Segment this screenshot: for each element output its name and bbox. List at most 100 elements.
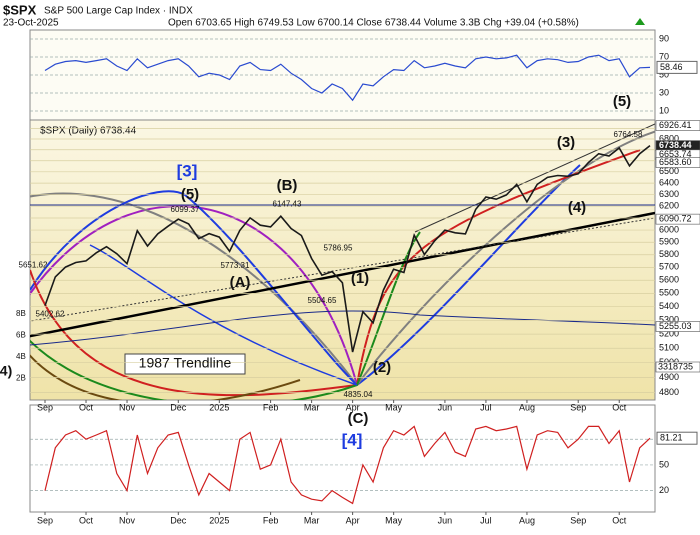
y-tick-label: 6000 xyxy=(659,224,679,234)
price-label: 6653.74 xyxy=(659,149,692,159)
price-panel xyxy=(29,119,656,401)
x-tick-label: Oct xyxy=(79,402,94,412)
arc xyxy=(30,269,358,397)
stats: Open 6703.65 High 6749.53 Low 6700.14 Cl… xyxy=(168,18,579,29)
y-tick-label: 4800 xyxy=(659,387,679,397)
arc xyxy=(356,164,581,386)
y-tick-label: 30 xyxy=(659,87,669,97)
symbol: $SPX xyxy=(3,2,37,17)
x-tick-label: Mar xyxy=(304,515,320,525)
y-tick-label: 6200 xyxy=(659,201,679,211)
price-label-box xyxy=(655,120,700,131)
x-tick-label: May xyxy=(385,402,403,412)
y-tick-label: 5700 xyxy=(659,262,679,272)
x-tick-label: Mar xyxy=(304,402,320,412)
x-tick-label: Jun xyxy=(438,402,453,412)
y-tick-label: 5600 xyxy=(659,275,679,285)
price-label: 6090.72 xyxy=(659,214,692,224)
x-tick-label: 2025 xyxy=(209,515,229,525)
price-label-box xyxy=(655,321,700,332)
price-note: 5402.62 xyxy=(36,309,65,318)
x-tick-label: Jun xyxy=(438,515,453,525)
wave-label: (2) xyxy=(373,359,391,376)
x-tick-label: Nov xyxy=(119,402,136,412)
arc xyxy=(30,353,301,400)
trendline-label-box xyxy=(124,353,246,375)
y-tick-label: 6800 xyxy=(659,133,679,143)
price-note: 5504.65 xyxy=(308,296,337,305)
price-note: 4835.04 xyxy=(344,390,373,399)
volume-label-box xyxy=(655,361,700,373)
y-tick-label: 50 xyxy=(659,459,669,469)
x-tick-label: Apr xyxy=(346,515,360,525)
last-value-box xyxy=(656,431,698,445)
y-tick-label: 5500 xyxy=(659,288,679,298)
last-value-label: 58.46 xyxy=(660,62,683,72)
wave-label: (1) xyxy=(351,270,369,287)
x-tick-label: Sep xyxy=(570,402,586,412)
price-note: 5786.95 xyxy=(324,243,353,252)
channel-line xyxy=(414,123,655,233)
x-tick-label: Feb xyxy=(263,515,279,525)
x-tick-label: 2025 xyxy=(209,402,229,412)
ma-line xyxy=(30,310,655,346)
last-value-box xyxy=(656,60,698,74)
x-tick-label: Sep xyxy=(570,515,586,525)
price-note: 6147.43 xyxy=(273,200,302,209)
wave-label: [4] xyxy=(342,430,363,449)
price-note: 6764.58 xyxy=(614,130,643,139)
price-note: 5651.62 xyxy=(19,261,48,270)
volume-label: 3318735 xyxy=(658,361,693,371)
price-label: 6583.60 xyxy=(659,157,692,167)
y-tick-label: 6500 xyxy=(659,166,679,176)
y-tick-label: 50 xyxy=(659,69,669,79)
price-label: 6926.41 xyxy=(659,120,692,130)
osc-panel xyxy=(29,404,656,513)
y-tick-label: 6300 xyxy=(659,189,679,199)
wave-label: (3) xyxy=(557,134,575,151)
y-tick-label: 5800 xyxy=(659,249,679,259)
arc xyxy=(89,244,358,386)
x-tick-label: Jul xyxy=(480,402,492,412)
wave-label: (4) xyxy=(568,199,586,216)
y-tick-label: 70 xyxy=(659,51,669,61)
trendline xyxy=(30,217,655,322)
wave-label: (5) xyxy=(613,93,631,110)
x-tick-label: Feb xyxy=(263,402,279,412)
x-tick-label: May xyxy=(385,515,403,525)
price-label: 6738.44 xyxy=(659,140,692,150)
price-note: 6099.37 xyxy=(171,205,200,214)
x-tick-label: Aug xyxy=(519,515,535,525)
y-tick-label: 20 xyxy=(659,485,669,495)
series-line xyxy=(44,425,651,505)
price-note: 5773.31 xyxy=(221,261,250,270)
volume-tick-label: 8B xyxy=(16,309,26,318)
x-tick-label: Apr xyxy=(346,402,360,412)
wave-label: [3] xyxy=(177,161,198,180)
x-tick-label: Jul xyxy=(480,515,492,525)
volume-tick-label: 2B xyxy=(16,374,26,383)
x-tick-label: Oct xyxy=(79,515,94,525)
y-tick-label: 10 xyxy=(659,105,669,115)
up-icon xyxy=(635,18,645,25)
y-tick-label: 5900 xyxy=(659,237,679,247)
x-tick-label: Oct xyxy=(612,402,627,412)
series-line xyxy=(44,144,651,353)
wave-label: (A) xyxy=(230,274,251,291)
wave-label: (C) xyxy=(348,410,369,427)
y-tick-label: 5100 xyxy=(659,343,679,353)
y-tick-label: 5400 xyxy=(659,301,679,311)
series-line xyxy=(44,54,651,102)
x-tick-label: Oct xyxy=(612,515,627,525)
x-tick-label: Sep xyxy=(37,402,53,412)
date: 23-Oct-2025 xyxy=(3,18,59,29)
index-name: S&P 500 Large Cap Index · INDX xyxy=(44,6,193,17)
y-tick-label: 6400 xyxy=(659,177,679,187)
volume-tick-label: 4B xyxy=(16,352,26,361)
price-label: 5255.03 xyxy=(659,321,692,331)
x-tick-label: Aug xyxy=(519,402,535,412)
price-label-box xyxy=(655,157,700,168)
last-value-label: 81.21 xyxy=(660,433,683,443)
